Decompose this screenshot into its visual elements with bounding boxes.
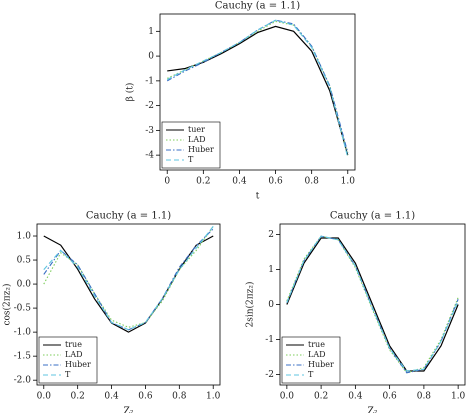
series-line [43,226,214,331]
y-tick-label: -2 [265,370,274,380]
y-tick-label: -1 [145,76,154,86]
x-tick-label: 1.0 [341,177,356,187]
y-tick-label: 0 [268,300,274,310]
legend-label: LAD [65,350,83,359]
x-tick-label: 0.2 [196,177,210,187]
x-tick-label: 0.6 [268,177,283,187]
legend-label: Huber [308,360,334,369]
legend-label: true [308,340,325,349]
series-line [43,226,214,328]
chart-title: Cauchy (a = 1.1) [86,211,171,222]
y-tick-label: 1 [268,265,274,275]
x-tick-label: 0.2 [314,392,328,402]
x-tick-label: 0.2 [71,392,85,402]
legend-label: LAD [308,350,326,359]
y-tick-label: -2 [145,101,154,111]
x-tick-label: 0.8 [417,392,432,402]
y-tick-label: -1.5 [14,352,32,362]
y-axis-label: β (t) [125,83,136,102]
x-tick-label: 0.8 [172,392,187,402]
chart-title: Cauchy (a = 1.1) [215,1,300,12]
y-axis-label: cos(2πz₂) [2,283,13,325]
x-axis-label: Z₂ [368,407,378,413]
series-line [43,228,214,331]
y-tick-label: -0.5 [14,304,32,314]
x-tick-label: 0 [164,177,170,187]
y-tick-label: 1 [148,27,154,37]
y-tick-label: 0.0 [17,280,32,290]
series-line [43,235,214,333]
legend-label: T [188,155,194,164]
legend-label: T [65,370,71,379]
plot-frame [36,223,221,386]
legend-label: true [65,340,82,349]
x-tick-label: 0.0 [280,392,295,402]
y-tick-label: -1.0 [14,328,32,338]
x-tick-label: 0.4 [348,392,363,402]
legend-label: Huber [65,360,91,369]
series-line [286,237,459,372]
x-axis-label: Z₂ [124,407,134,413]
legend-label: Huber [188,145,214,154]
y-tick-label: -1 [265,335,274,345]
plot-frame [159,13,356,171]
y-tick-label: 0.5 [17,256,32,266]
series-line [286,235,459,372]
x-tick-label: 1.0 [451,392,466,402]
x-tick-label: 0.8 [305,177,320,187]
x-tick-label: 0.4 [104,392,119,402]
y-tick-label: -2.0 [14,376,32,386]
y-tick-label: 0 [148,52,154,62]
chart-title: Cauchy (a = 1.1) [330,211,415,222]
x-tick-label: 0.4 [232,177,247,187]
legend-label: LAD [188,135,206,144]
y-tick-label: -4 [145,151,154,161]
y-tick-label: -3 [145,126,154,136]
legend-label: tuer [188,125,205,134]
x-tick-label: 0.0 [37,392,52,402]
y-tick-label: 2 [268,230,274,240]
x-tick-label: 1.0 [206,392,221,402]
y-axis-label: 2sin(2πz₂) [245,281,256,327]
x-tick-label: 0.6 [382,392,397,402]
x-tick-label: 0.6 [138,392,153,402]
x-axis-label: t [256,192,260,202]
series-line [166,19,349,158]
y-tick-label: 1.0 [17,232,32,242]
legend-label: T [308,370,314,379]
